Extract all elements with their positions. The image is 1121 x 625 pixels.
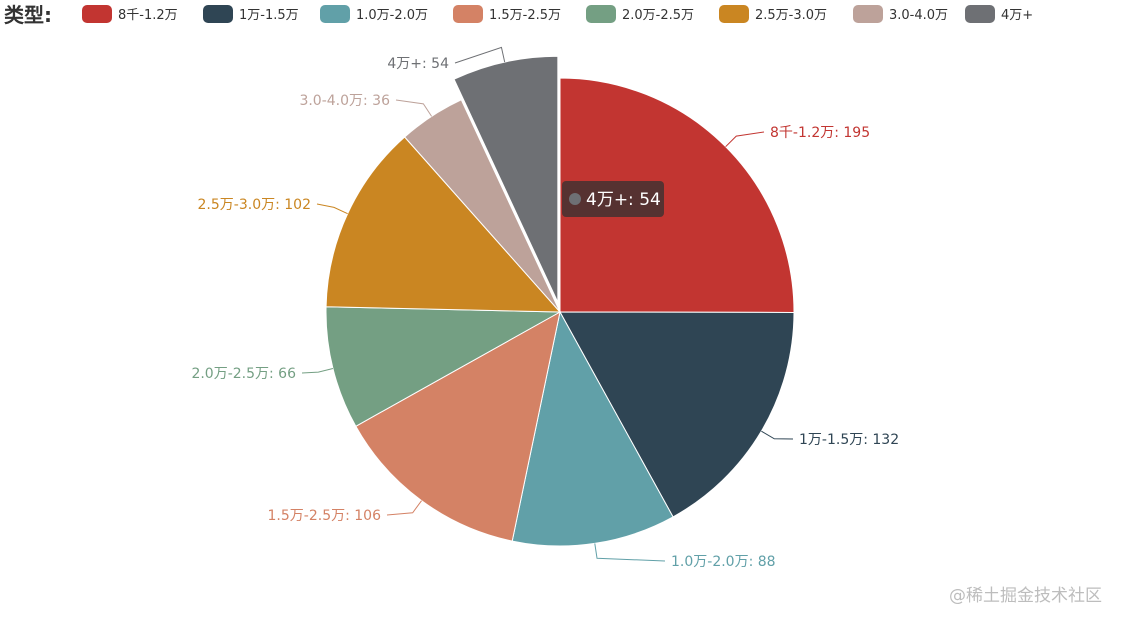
slice-labels: 8千-1.2万: 195 1万-1.5万: 132 1.0万-2.0万: 88 1.5… bbox=[191, 46, 899, 570]
legend-swatch[interactable] bbox=[320, 5, 350, 23]
slice-label: 2.0万-2.5万: 66 bbox=[191, 366, 296, 382]
legend-swatch[interactable] bbox=[453, 5, 483, 23]
legend-title: 类型: bbox=[4, 3, 52, 27]
legend-label[interactable]: 8千-1.2万 bbox=[118, 8, 178, 23]
label-leader-line bbox=[725, 131, 765, 148]
slice-label: 1.0万-2.0万: 88 bbox=[671, 554, 776, 570]
legend-label[interactable]: 4万+ bbox=[1001, 8, 1033, 23]
pie-slice[interactable] bbox=[453, 55, 559, 303]
label-leader-line bbox=[761, 430, 794, 440]
legend-swatch[interactable] bbox=[853, 5, 883, 23]
tooltip-marker bbox=[569, 193, 581, 205]
legend-label[interactable]: 2.5万-3.0万 bbox=[755, 8, 827, 23]
slice-label: 2.5万-3.0万: 102 bbox=[198, 197, 311, 213]
legend-label[interactable]: 2.0万-2.5万 bbox=[622, 8, 694, 23]
tooltip-background bbox=[562, 181, 664, 217]
tooltip-text: 4万+: 54 bbox=[586, 190, 661, 210]
label-leader-line bbox=[454, 46, 506, 64]
slice-label: 1.5万-2.5万: 106 bbox=[268, 508, 382, 524]
legend-label[interactable]: 1.0万-2.0万 bbox=[356, 8, 428, 23]
pie-slices bbox=[325, 55, 795, 547]
tooltip: 4万+: 54 bbox=[562, 181, 664, 217]
label-leader-line bbox=[594, 543, 666, 562]
pie-slice[interactable] bbox=[559, 77, 795, 313]
legend-swatch[interactable] bbox=[203, 5, 233, 23]
label-leader-line bbox=[301, 368, 334, 374]
legend-swatch[interactable] bbox=[719, 5, 749, 23]
legend-swatch[interactable] bbox=[965, 5, 995, 23]
label-leader-line bbox=[395, 99, 433, 117]
legend-label[interactable]: 1.5万-2.5万 bbox=[489, 8, 561, 23]
legend-swatch[interactable] bbox=[586, 5, 616, 23]
watermark: @稀土掘金技术社区 bbox=[949, 586, 1102, 606]
slice-label: 1万-1.5万: 132 bbox=[799, 432, 899, 448]
slice-label: 4万+: 54 bbox=[387, 56, 449, 72]
legend: 类型: 8千-1.2万 1万-1.5万 1.0万-2.0万 1.5万-2.5万 2.0万… bbox=[4, 3, 1033, 27]
pie-slice[interactable] bbox=[325, 136, 562, 313]
slice-label: 3.0-4.0万: 36 bbox=[299, 93, 390, 109]
label-leader-line bbox=[386, 500, 422, 516]
legend-swatch[interactable] bbox=[82, 5, 112, 23]
pie-slice[interactable] bbox=[355, 311, 561, 542]
legend-label[interactable]: 1万-1.5万 bbox=[239, 8, 299, 23]
pie-slice[interactable] bbox=[325, 306, 562, 427]
slice-label: 8千-1.2万: 195 bbox=[770, 125, 870, 141]
label-leader-line bbox=[316, 203, 348, 215]
legend-label[interactable]: 3.0-4.0万 bbox=[889, 8, 948, 23]
